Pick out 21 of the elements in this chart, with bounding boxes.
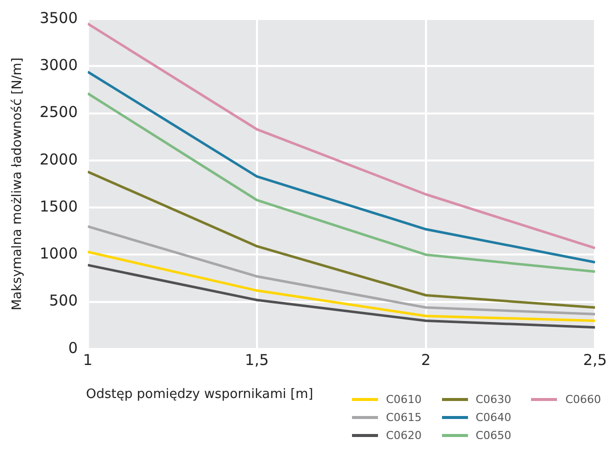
x-tick-label: 2 [421, 350, 431, 369]
y-tick-label: 2500 [40, 103, 78, 122]
x-axis-title: Odstęp pomiędzy wspornikami [m] [86, 387, 314, 402]
legend-label: C0610 [386, 392, 422, 406]
y-tick-label: 1500 [40, 197, 78, 216]
y-tick-label: 2000 [40, 150, 78, 168]
y-tick-label: 3500 [40, 8, 78, 27]
x-tick-label: 1,5 [244, 350, 269, 369]
y-tick-label: 3000 [40, 56, 78, 74]
legend-label: C0660 [565, 392, 601, 406]
y-axis-title: Maksymalna możliwa ładowność [N/m] [10, 58, 26, 310]
y-tick-label: 500 [49, 292, 78, 310]
legend-label: C0620 [386, 428, 422, 442]
legend-label: C0640 [476, 410, 512, 424]
x-tick-label: 1 [83, 350, 93, 369]
legend-label: C0615 [386, 410, 422, 424]
x-tick-label: 2,5 [583, 350, 607, 369]
y-tick-label: 0 [68, 338, 78, 357]
legend-label: C0630 [476, 392, 512, 406]
y-tick-label: 1000 [40, 244, 78, 263]
legend-label: C0650 [476, 428, 512, 442]
